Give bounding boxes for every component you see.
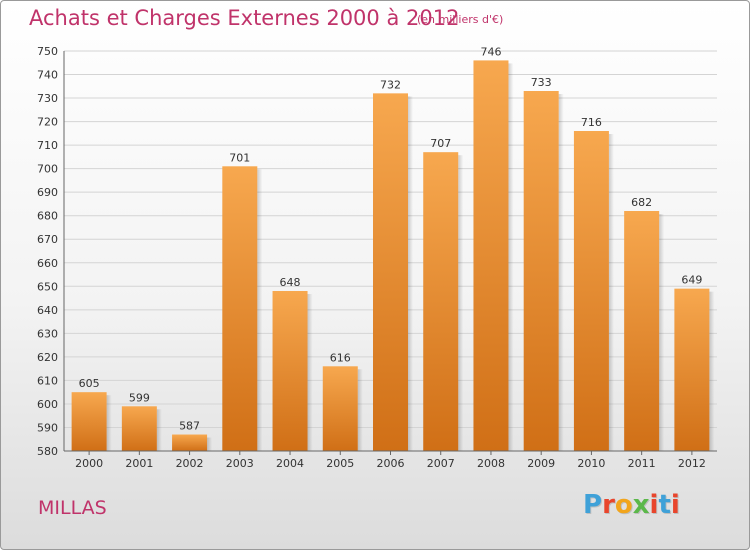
x-tick-label: 2000 xyxy=(75,457,103,470)
bar-shadow xyxy=(709,291,715,451)
data-label: 599 xyxy=(129,391,150,404)
data-label: 701 xyxy=(229,151,250,164)
bar-shadow xyxy=(207,437,213,451)
bar-2009 xyxy=(523,91,559,451)
bar-2010 xyxy=(573,131,609,451)
y-tick-label: 650 xyxy=(37,280,58,293)
bar-shadow xyxy=(156,409,162,451)
x-tick-label: 2004 xyxy=(276,457,304,470)
y-tick-label: 700 xyxy=(37,163,58,176)
y-tick-label: 720 xyxy=(37,116,58,129)
bar-shadow xyxy=(307,294,313,451)
y-tick-label: 710 xyxy=(37,139,58,152)
x-tick-label: 2002 xyxy=(176,457,204,470)
y-tick-label: 640 xyxy=(37,304,58,317)
bar-shadow xyxy=(458,155,464,452)
y-tick-label: 590 xyxy=(37,421,58,434)
logo-letter: t xyxy=(658,490,671,520)
bar-2001 xyxy=(121,406,157,451)
chart-subtitle: (en milliers d'€) xyxy=(417,13,504,26)
bar-2011 xyxy=(624,211,660,451)
x-tick-label: 2009 xyxy=(527,457,555,470)
y-tick-label: 580 xyxy=(37,445,58,458)
logo-letter: r xyxy=(602,490,615,520)
bar-2007 xyxy=(423,152,459,452)
bar-2000 xyxy=(71,392,107,451)
y-tick-label: 690 xyxy=(37,186,58,199)
x-tick-label: 2008 xyxy=(477,457,505,470)
x-tick-label: 2006 xyxy=(377,457,405,470)
bar-shadow xyxy=(558,94,564,451)
logo-letter: i xyxy=(649,490,659,520)
x-tick-label: 2003 xyxy=(226,457,254,470)
bar-shadow xyxy=(106,395,112,451)
y-tick-label: 750 xyxy=(37,45,58,58)
bar-2002 xyxy=(172,434,208,451)
y-tick-label: 730 xyxy=(37,92,58,105)
data-label: 648 xyxy=(280,276,301,289)
bar-2005 xyxy=(322,366,358,451)
data-label: 616 xyxy=(330,351,351,364)
x-tick-label: 2007 xyxy=(427,457,455,470)
y-tick-label: 670 xyxy=(37,233,58,246)
bar-shadow xyxy=(608,134,614,451)
bar-2003 xyxy=(222,166,258,451)
bar-2012 xyxy=(674,288,710,451)
x-tick-label: 2012 xyxy=(678,457,706,470)
logo-letter: i xyxy=(670,490,680,520)
bar-shadow xyxy=(508,63,514,451)
proxiti-logo: Proxiti xyxy=(583,490,680,520)
data-label: 732 xyxy=(380,78,401,91)
bar-shadow xyxy=(257,169,263,451)
bar-shadow xyxy=(357,369,363,451)
data-label: 746 xyxy=(480,45,501,58)
logo-letter: o xyxy=(614,490,633,520)
bar-2008 xyxy=(473,60,509,451)
data-label: 605 xyxy=(79,377,100,390)
data-label: 682 xyxy=(631,196,652,209)
y-tick-label: 620 xyxy=(37,351,58,364)
bar-2006 xyxy=(373,93,408,452)
y-tick-label: 600 xyxy=(37,398,58,411)
bar-shadow xyxy=(408,96,413,452)
data-label: 733 xyxy=(531,76,552,89)
logo-letter: x xyxy=(632,490,650,520)
bar-shadow xyxy=(659,214,665,451)
chart-title: Achats et Charges Externes 2000 à 2012 xyxy=(29,6,460,30)
data-label: 649 xyxy=(681,274,702,287)
x-tick-label: 2010 xyxy=(577,457,605,470)
y-tick-label: 740 xyxy=(37,69,58,82)
x-tick-label: 2005 xyxy=(326,457,354,470)
bar-2004 xyxy=(272,291,308,451)
y-tick-label: 610 xyxy=(37,374,58,387)
x-tick-label: 2011 xyxy=(628,457,656,470)
y-tick-label: 660 xyxy=(37,257,58,270)
y-tick-label: 680 xyxy=(37,210,58,223)
logo-letter: P xyxy=(583,490,603,520)
x-tick-label: 2001 xyxy=(125,457,153,470)
data-label: 716 xyxy=(581,116,602,129)
data-label: 587 xyxy=(179,420,200,433)
y-tick-label: 630 xyxy=(37,327,58,340)
data-label: 707 xyxy=(430,137,451,150)
commune-name: MILLAS xyxy=(38,497,107,519)
